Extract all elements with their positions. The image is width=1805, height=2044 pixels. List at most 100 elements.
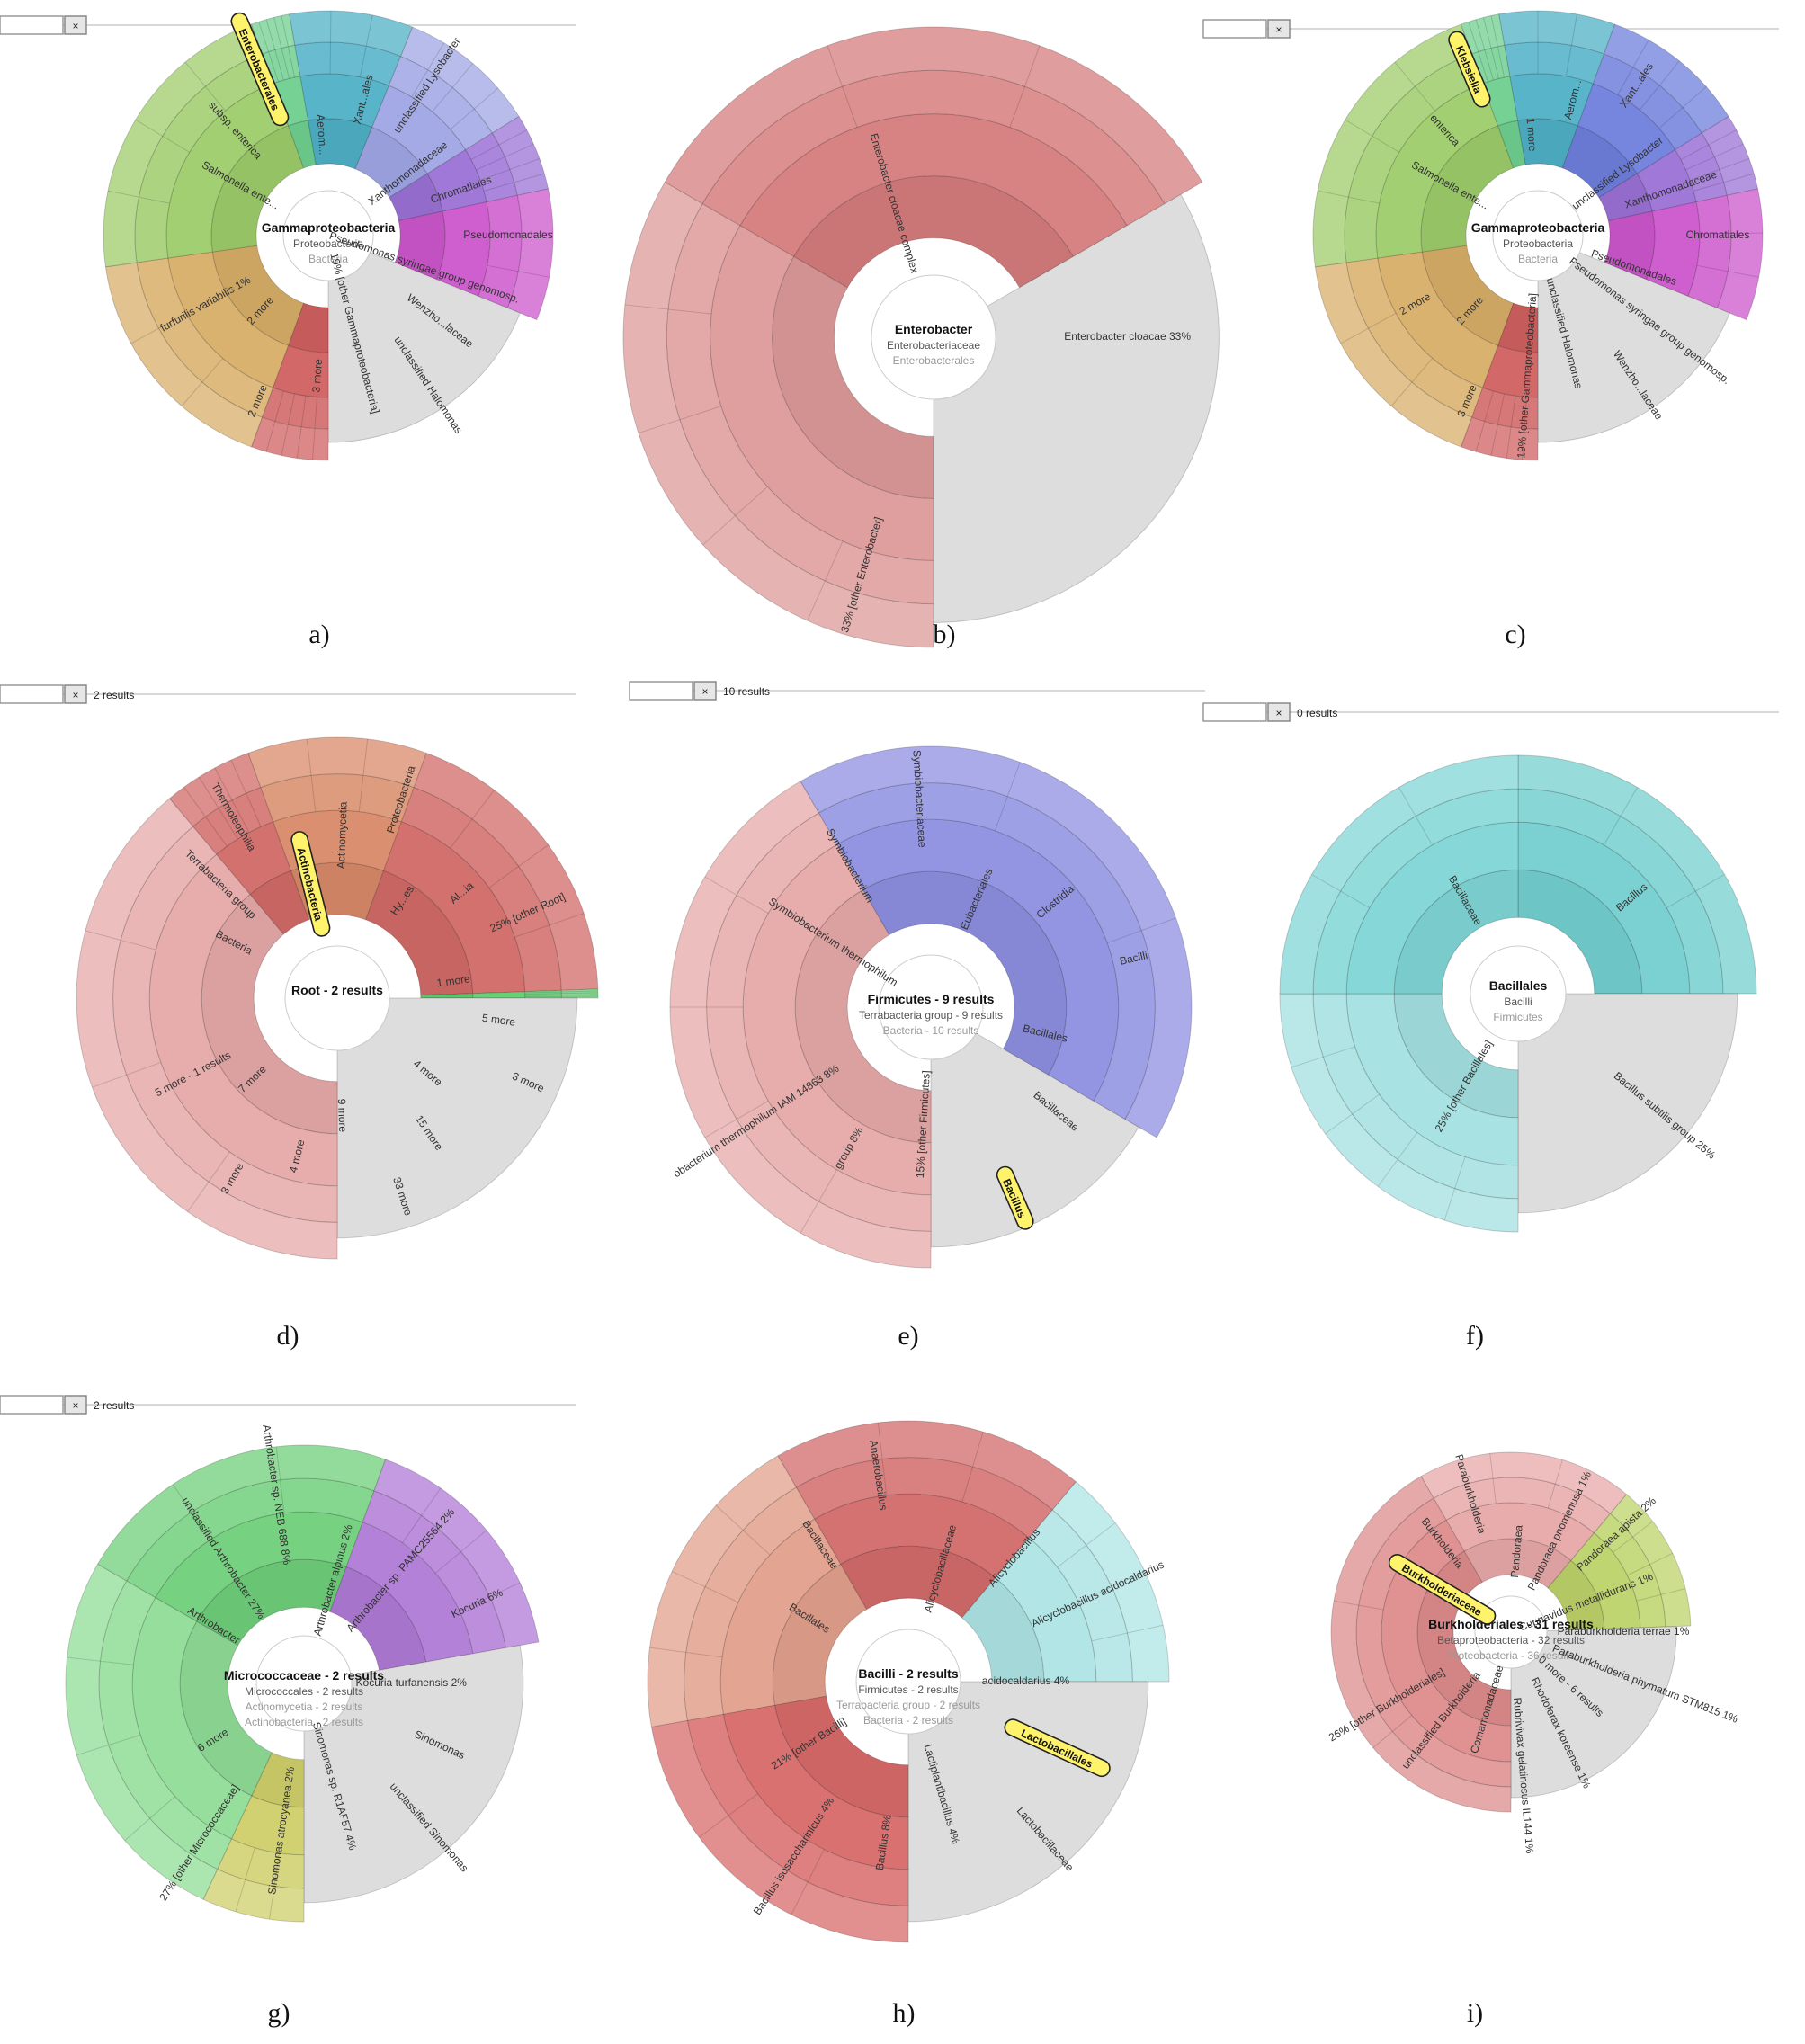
center-node-h[interactable] [855,1629,961,1735]
search-input-a[interactable] [0,15,64,35]
node-label-d-9[interactable]: 1 more [436,972,471,989]
sector-g-4-ring0[interactable] [179,1620,273,1797]
sector-f-0-ring0[interactable] [1517,869,1643,995]
node-label-a-8[interactable]: Pseudomonadales [463,228,552,241]
sector-b-0-ring3[interactable] [664,26,1203,205]
sector-f-3-ring0[interactable] [1393,869,1519,995]
center-node-f[interactable] [1470,945,1567,1042]
sector-a-3-ring2[interactable] [478,194,523,309]
node-label-e-9[interactable]: 15% [other Firmicutes] [914,1070,933,1179]
sector-h-0-ring0[interactable] [839,1545,996,1619]
sector-c-8-ring3[interactable] [1460,13,1506,55]
node-label-i-3[interactable]: Pandoraea [1508,1524,1525,1578]
sector-h-4-ring3[interactable] [647,1455,797,1727]
node-label-d-15[interactable]: 9 more [335,1098,349,1132]
search-input-g[interactable] [0,1395,64,1415]
sector-c-7-ring0[interactable] [1420,125,1515,253]
clear-search-button-d[interactable] [64,684,87,704]
sector-a-2-ring1[interactable] [426,148,487,212]
sector-e-2-ring3[interactable] [669,781,932,1269]
sector-a-3-ring1[interactable] [435,201,491,298]
sector-a-1-ring3[interactable] [399,26,520,134]
sector-c-5-ring0[interactable] [1497,302,1539,353]
node-label-h-6[interactable]: acidocaldarius 4% [982,1674,1070,1687]
clear-search-button-a[interactable] [64,15,87,35]
sector-b-2-ring0[interactable] [772,255,934,499]
node-label-c-3[interactable]: 1 more [1524,118,1540,153]
sector-i-1-ring1[interactable] [1570,1531,1641,1629]
sector-c-8-ring2[interactable] [1470,44,1511,85]
sector-d-5-ring3[interactable] [168,752,262,827]
search-input-d[interactable] [0,684,64,704]
sector-e-0-ring3[interactable] [800,745,1193,1138]
node-label-d-4[interactable]: Actinomycetia [335,801,350,869]
node-label-b-1[interactable]: Enterobacter cloacae 33% [1064,330,1191,343]
sector-f-3-ring3[interactable] [1279,754,1519,995]
sector-h-4-ring2[interactable] [684,1486,816,1721]
sector-d-5-ring2[interactable] [192,787,274,855]
search-input-c[interactable] [1202,19,1267,39]
sector-i-1-ring2[interactable] [1593,1513,1666,1629]
sector-d-4-ring3[interactable] [76,798,338,1260]
sector-f-0-ring3[interactable] [1517,754,1757,995]
sector-e-0-ring1[interactable] [835,818,1120,1102]
sector-g-1-ring1[interactable] [345,1522,474,1663]
sector-i-3-ring3[interactable] [1330,1476,1512,1813]
node-label-i-7[interactable]: Paraburkholderia terrae 1% [1558,1625,1690,1638]
sector-b-0-ring0[interactable] [792,175,1075,289]
sector-a-5-ring3[interactable] [250,416,329,461]
center-node-d[interactable] [284,945,390,1051]
sector-g-0-ring3[interactable] [96,1444,387,1582]
sector-g-4-ring3[interactable] [65,1563,219,1900]
sector-d-5-ring0[interactable] [249,870,309,935]
center-node-b[interactable] [871,274,996,400]
sector-h-1-ring3[interactable] [1051,1481,1170,1683]
node-label-e-2[interactable]: Symbiobacteriaceae [910,750,928,849]
node-label-c-8[interactable]: Chromatiales [1686,228,1750,241]
sector-d-5-ring1[interactable] [216,821,292,896]
sector-h-0-ring1[interactable] [813,1493,1030,1579]
sector-g-0-ring1[interactable] [155,1511,363,1622]
clear-search-button-e[interactable] [693,681,717,701]
sector-a-0-ring2[interactable] [294,41,402,86]
sector-a-8-ring1[interactable] [272,76,309,127]
sector-h-3-ring3[interactable] [650,1719,909,1943]
center-node-c[interactable] [1492,190,1584,281]
clear-search-button-g[interactable] [64,1395,87,1415]
sector-i-1-ring3[interactable] [1609,1494,1692,1628]
sector-c-0-ring3[interactable] [1498,10,1616,55]
node-label-a-3[interactable]: Aerom... [314,114,329,156]
clear-search-button-c[interactable] [1267,19,1291,39]
node-label-g-6[interactable]: Kocuria turfanensis 2% [356,1676,468,1689]
sector-c-5-ring3[interactable] [1460,416,1539,461]
sector-a-8-ring0[interactable] [287,120,317,169]
search-input-e[interactable] [629,681,693,701]
sector-b-0-ring1[interactable] [739,113,1128,257]
sector-c-2-ring3[interactable] [1701,115,1759,196]
sector-c-6-ring0[interactable] [1421,245,1515,346]
sector-c-8-ring0[interactable] [1497,120,1526,169]
search-input-f[interactable] [1202,702,1267,722]
sector-c-2-ring0[interactable] [1598,173,1653,221]
center-node-g[interactable] [255,1635,353,1732]
sector-c-0-ring0[interactable] [1516,118,1579,169]
sector-a-3-ring3[interactable] [506,188,554,321]
sector-a-0-ring1[interactable] [299,73,390,129]
sector-c-3-ring3[interactable] [1716,188,1764,321]
sector-g-1-ring3[interactable] [373,1459,540,1649]
clear-search-button-f[interactable] [1267,702,1291,722]
sector-a-8-ring2[interactable] [261,44,301,85]
sector-e-2-ring1[interactable] [742,843,932,1196]
sector-a-8-ring3[interactable] [250,13,296,55]
sector-i-0-ring1[interactable] [1445,1502,1595,1562]
sector-c-5-ring1[interactable] [1481,344,1539,398]
sector-a-5-ring2[interactable] [261,387,329,430]
center-node-a[interactable] [282,190,374,281]
sector-f-2-ring0[interactable] [1393,993,1519,1119]
sector-c-5-ring2[interactable] [1470,387,1539,430]
sector-c-0-ring2[interactable] [1504,41,1605,85]
sector-c-0-ring1[interactable] [1509,73,1595,127]
sector-b-1-ring0[interactable] [933,193,1220,623]
sector-c-1-ring3[interactable] [1603,23,1729,134]
sector-a-0-ring3[interactable] [289,10,414,58]
